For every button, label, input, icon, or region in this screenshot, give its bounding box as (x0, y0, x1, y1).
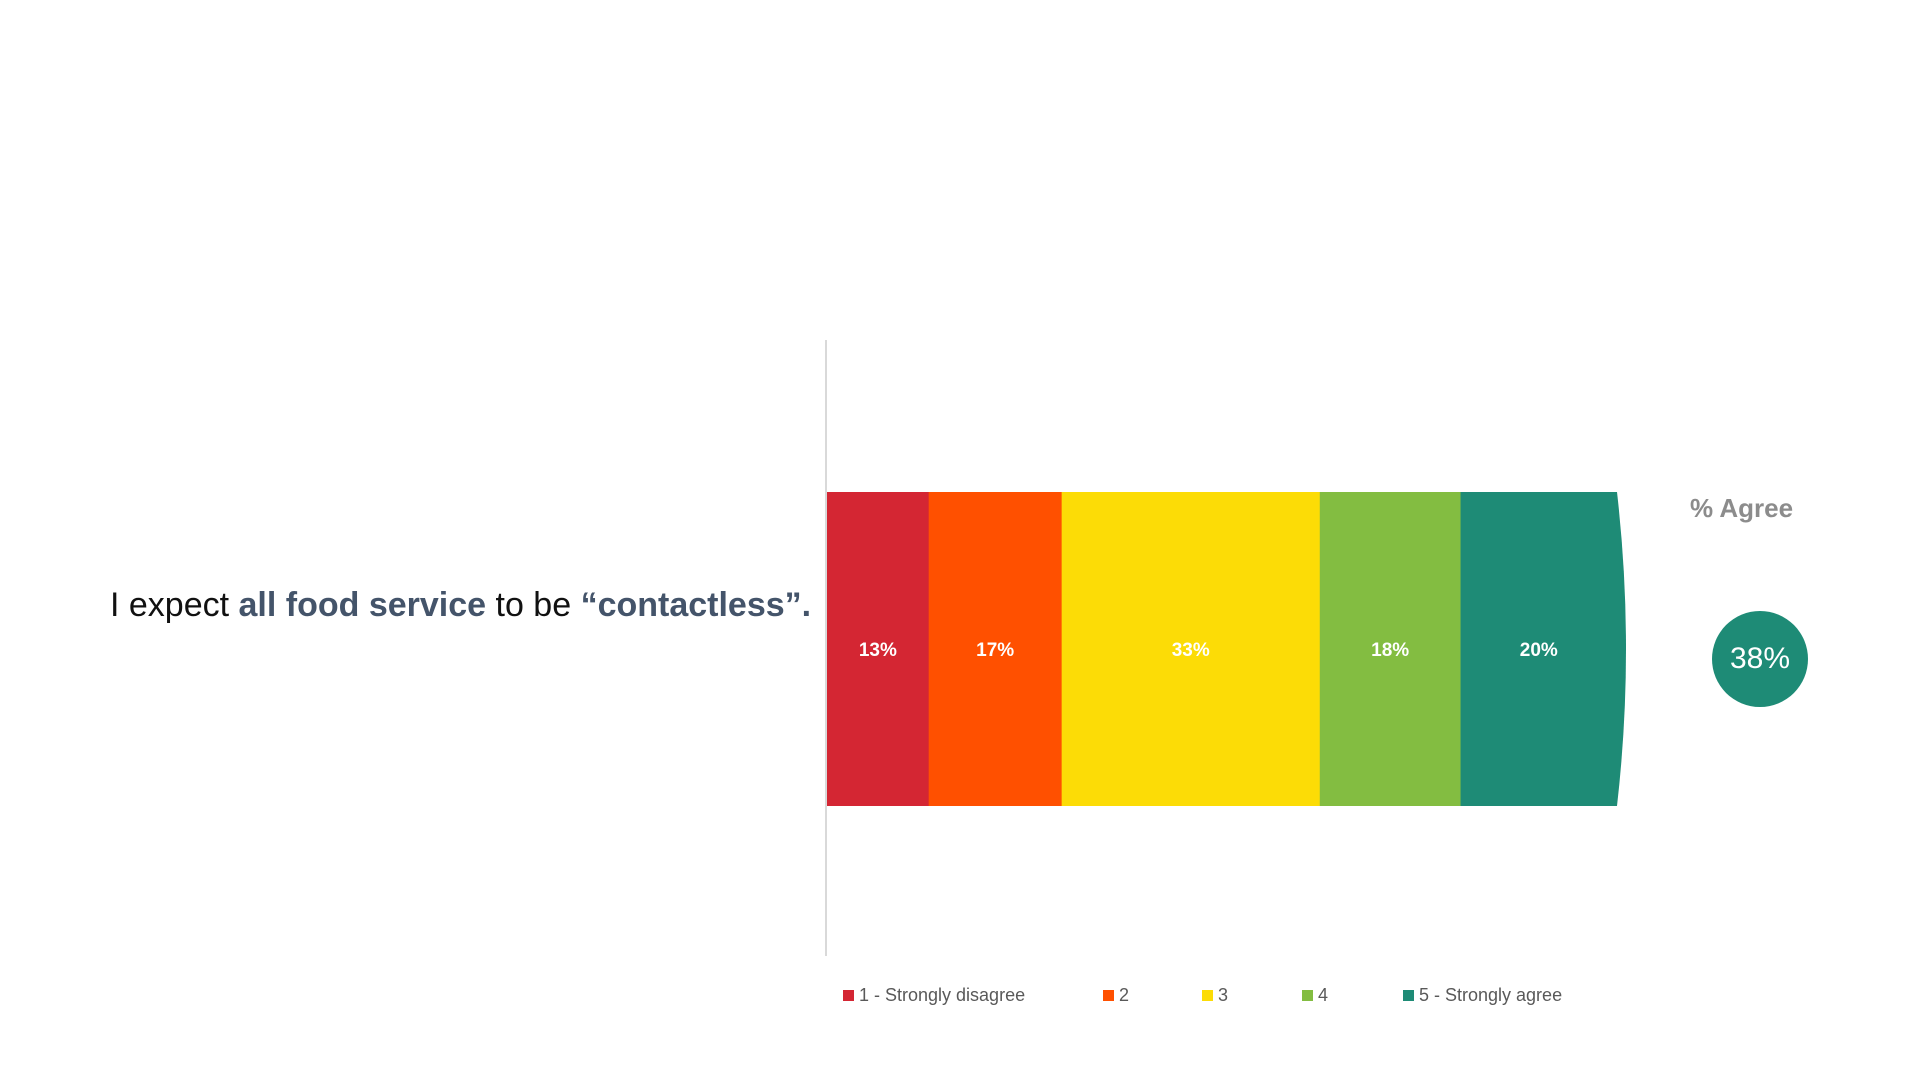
bar-data-label-1: 13% (859, 640, 897, 661)
bar-segment-3 (1061, 492, 1321, 806)
bar-data-label-3: 33% (1172, 640, 1210, 661)
legend-item-5: 5 - Strongly agree (1403, 985, 1562, 1006)
statement-highlight-2: “contactless”. (580, 586, 812, 624)
legend-swatch-3 (1202, 990, 1213, 1001)
legend-label-2: 2 (1119, 985, 1130, 1005)
legend-label-1: 1 - Strongly disagree (859, 985, 1026, 1005)
bar-data-label-5: 20% (1520, 640, 1558, 661)
statement-part-1: I expect (110, 586, 239, 624)
legend-swatch-4 (1302, 990, 1313, 1001)
bar-data-label-4: 18% (1371, 640, 1409, 661)
survey-statement: I expect all food service to be “contact… (110, 586, 811, 625)
legend-swatch-2 (1103, 990, 1114, 1001)
legend-swatch-5 (1403, 990, 1414, 1001)
bar-segment-2 (928, 492, 1063, 806)
statement-highlight-1: all food service (238, 586, 487, 624)
agree-title: % Agree (1690, 493, 1794, 523)
agree-value: 38% (1729, 642, 1791, 675)
bar-end-cap (1617, 492, 1626, 806)
bar-segment-5 (1460, 492, 1617, 806)
category-axis-line (825, 340, 827, 956)
legend-item-1: 1 - Strongly disagree (843, 985, 1025, 1006)
bar-data-label-2: 17% (976, 640, 1014, 661)
legend-item-4: 4 (1302, 985, 1328, 1006)
legend-label-5: 5 - Strongly agree (1419, 985, 1563, 1005)
bar-segment-1 (827, 492, 930, 806)
statement-part-2: to be (486, 586, 581, 624)
legend-label-3: 3 (1218, 985, 1229, 1005)
legend-swatch-1 (843, 990, 854, 1001)
agree-value-badge: 38% (1712, 611, 1808, 707)
legend-label-4: 4 (1318, 985, 1329, 1005)
chart-legend: 1 - Strongly disagree 2 3 4 5 - Strongly agr… (0, 985, 1920, 1015)
legend-item-3: 3 (1202, 985, 1228, 1006)
legend-item-2: 2 (1103, 985, 1129, 1006)
bar-segment-4 (1319, 492, 1462, 806)
